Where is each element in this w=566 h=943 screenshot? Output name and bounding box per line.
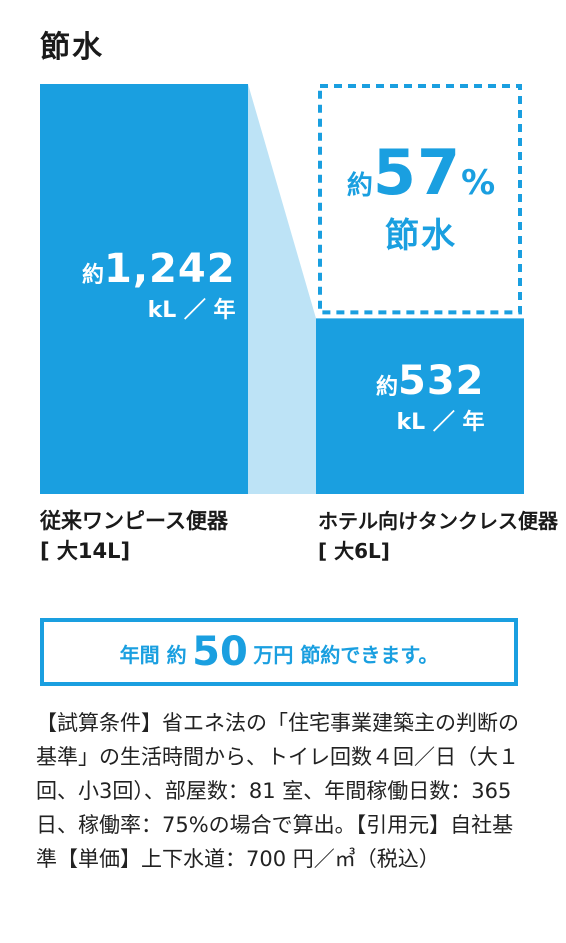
value-unit: kL ／ 年 (396, 410, 485, 435)
banner-text-2: 万円 節約できます。 (253, 643, 439, 667)
value-label-conventional: 1,242 (104, 246, 236, 292)
bar-label-tankless: 約532 kL ／ 年 (376, 358, 485, 436)
water-saving-chart (40, 84, 524, 494)
value-unit: kL ／ 年 (147, 298, 236, 323)
value-label-tankless: 532 (398, 358, 485, 404)
category-spec: [ 大6L] (318, 539, 390, 563)
saving-percent: 57 (372, 136, 462, 209)
saving-label: 節水 (385, 216, 457, 256)
category-name: 従来ワンピース便器 (40, 509, 228, 533)
category-spec: [ 大14L] (40, 539, 131, 563)
page-title: 節水 (40, 30, 104, 65)
banner-amount: 50 (192, 629, 248, 675)
saving-callout: 約57% 節水 (320, 84, 522, 298)
banner-text-1: 年間 約 (119, 643, 187, 667)
value-prefix: 約 (82, 263, 105, 288)
bar-tankless (316, 318, 524, 494)
category-name: ホテル向けタンクレス便器 (318, 509, 558, 533)
calculation-conditions-note: 【試算条件】省エネ法の「住宅事業建築主の判断の基準」の生活時間から、トイレ回数４… (36, 711, 519, 871)
annual-saving-banner: 年間 約 50 万円 節約できます。 (40, 618, 518, 686)
category-label-tankless: ホテル向けタンクレス便器 [ 大6L] (318, 506, 558, 566)
category-label-conventional: 従来ワンピース便器 [ 大14L] (40, 506, 228, 566)
bar-conventional (40, 84, 248, 494)
saved-water-outline (318, 84, 522, 315)
value-prefix: 約 (376, 375, 399, 400)
bar-label-conventional: 約1,242 kL ／ 年 (82, 246, 236, 324)
saving-prefix: 約 (346, 171, 373, 201)
bar-connector (248, 84, 316, 494)
saving-percent-sign: % (461, 163, 496, 203)
